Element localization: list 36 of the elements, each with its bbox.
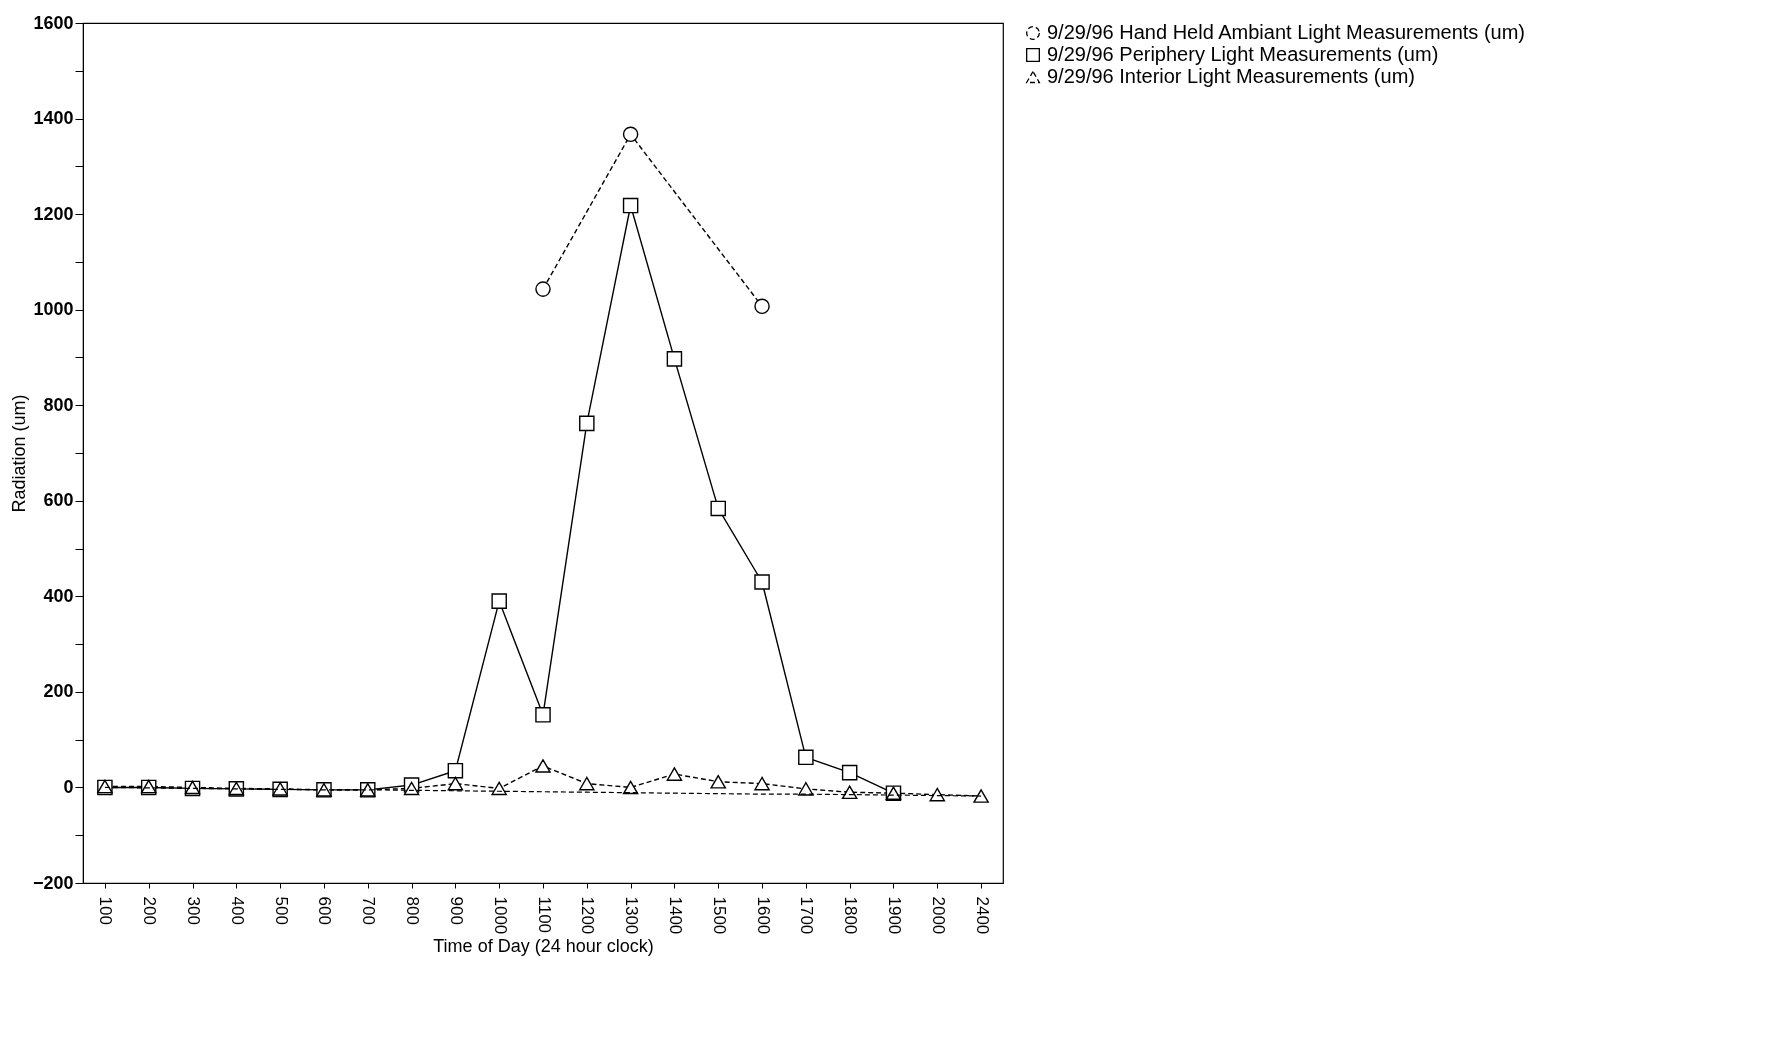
legend-label: 9/29/96 Periphery Light Measurements (um) bbox=[1047, 43, 1439, 65]
legend-label: 9/29/96 Interior Light Measurements (um) bbox=[1047, 65, 1415, 87]
x-tick-label: 2400 bbox=[972, 896, 992, 935]
x-tick-label: 1500 bbox=[709, 896, 729, 935]
x-tick-label: 1000 bbox=[490, 896, 510, 935]
y-tick-label: 1400 bbox=[33, 108, 74, 129]
x-tick-label: 900 bbox=[446, 896, 466, 925]
y-tick-label: −200 bbox=[32, 872, 74, 893]
y-tick-label: 1600 bbox=[33, 12, 74, 33]
x-tick-label: 1300 bbox=[622, 896, 642, 935]
x-tick-label: 600 bbox=[315, 896, 335, 925]
y-tick-label: 600 bbox=[43, 490, 74, 511]
y-tick-label: 1200 bbox=[33, 203, 74, 224]
x-tick-label: 1100 bbox=[534, 896, 554, 934]
x-tick-label: 800 bbox=[403, 896, 423, 925]
x-tick-label: 300 bbox=[184, 896, 204, 925]
x-tick-label: 1200 bbox=[578, 896, 598, 935]
x-tick-label: 1700 bbox=[797, 896, 817, 935]
x-tick-label: 2000 bbox=[928, 896, 948, 935]
x-tick-label: 1800 bbox=[841, 896, 861, 935]
x-tick-label: 100 bbox=[96, 896, 116, 925]
x-tick-label: 400 bbox=[227, 896, 247, 925]
y-tick-label: 400 bbox=[43, 585, 74, 606]
y-tick-label: 0 bbox=[63, 776, 74, 797]
x-tick-label: 1900 bbox=[884, 896, 904, 935]
x-tick-label: 1600 bbox=[753, 896, 773, 935]
x-axis-title: Time of Day (24 hour clock) bbox=[433, 936, 654, 957]
x-tick-label: 700 bbox=[359, 896, 379, 925]
y-tick-label: 800 bbox=[43, 394, 74, 415]
y-axis-title: Radiation (um) bbox=[8, 394, 29, 513]
y-tick-label: 1000 bbox=[33, 299, 74, 320]
y-tick-label: 200 bbox=[43, 681, 74, 702]
legend-label: 9/29/96 Hand Held Ambiant Light Measurements (um) bbox=[1047, 21, 1526, 43]
x-tick-label: 1400 bbox=[665, 896, 685, 935]
x-tick-label: 500 bbox=[271, 896, 291, 925]
x-tick-label: 200 bbox=[140, 896, 160, 925]
